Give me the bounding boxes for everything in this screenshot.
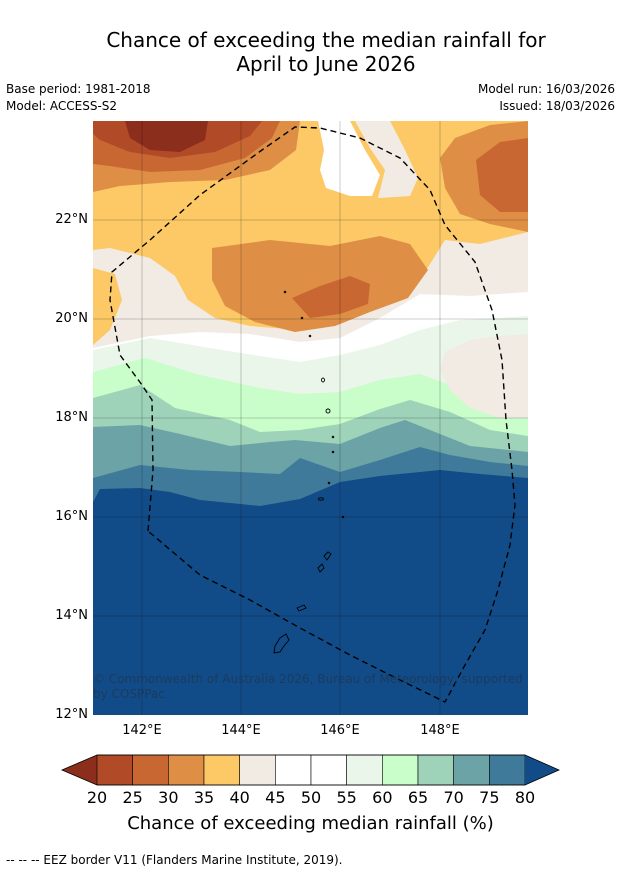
model-run: Model run: 16/03/2026 bbox=[477, 82, 615, 96]
colorbar-tick-20: 20 bbox=[86, 788, 108, 807]
colorbar-cell-20-25 bbox=[96, 754, 133, 786]
issued-date: Issued: 18/03/2026 bbox=[499, 99, 615, 113]
colorbar-tick-35: 35 bbox=[193, 788, 215, 807]
lat-label-22: 22°N bbox=[55, 212, 88, 227]
lon-label-142: 142°E bbox=[122, 723, 162, 738]
band-50-north bbox=[318, 121, 380, 196]
colorbar-extend-low bbox=[62, 755, 97, 785]
colorbar-tick-75: 75 bbox=[479, 788, 500, 807]
colorbar-cell-50-55 bbox=[310, 754, 347, 786]
colorbar bbox=[62, 754, 559, 786]
lat-label-18: 18°N bbox=[55, 410, 88, 425]
lat-label-14: 14°N bbox=[55, 608, 88, 623]
colorbar-tick-40: 40 bbox=[229, 788, 250, 807]
colorbar-tick-60: 60 bbox=[372, 788, 393, 807]
colorbar-cell-30-35 bbox=[168, 754, 205, 786]
colorbar-tick-65: 65 bbox=[407, 788, 429, 807]
colorbar-tick-30: 30 bbox=[158, 788, 179, 807]
base-period: Base period: 1981-2018 bbox=[6, 82, 151, 96]
meta-left: Base period: 1981-2018 Model: ACCESS-S2 bbox=[6, 81, 151, 115]
colorbar-cell-55-60 bbox=[346, 754, 383, 786]
lon-label-144: 144°E bbox=[221, 723, 261, 738]
colorbar-tick-70: 70 bbox=[443, 788, 464, 807]
lon-label-148: 148°E bbox=[420, 723, 460, 738]
band-30-ne bbox=[476, 138, 528, 212]
meta-right: Model run: 16/03/2026 Issued: 18/03/2026 bbox=[478, 81, 615, 115]
colorbar-tick-25: 25 bbox=[122, 788, 143, 807]
title-line-2: April to June 2026 bbox=[236, 52, 416, 76]
band-20 bbox=[125, 121, 208, 152]
colorbar-tick-55: 55 bbox=[336, 788, 357, 807]
colorbar-cell-70-75 bbox=[453, 754, 490, 786]
colorbar-cell-65-70 bbox=[417, 754, 454, 786]
band-45-east bbox=[440, 334, 528, 418]
colorbar-cell-35-40 bbox=[203, 754, 240, 786]
eez-border bbox=[109, 126, 516, 703]
colorbar-label: Chance of exceeding median rainfall (%) bbox=[127, 813, 494, 834]
lat-label-12: 12°N bbox=[55, 707, 88, 722]
lon-label-146: 146°E bbox=[320, 723, 360, 738]
colorbar-cell-25-30 bbox=[132, 754, 169, 786]
colorbar-cell-60-65 bbox=[382, 754, 419, 786]
model-name: Model: ACCESS-S2 bbox=[6, 99, 118, 113]
title-line-1: Chance of exceeding the median rainfall … bbox=[106, 28, 546, 52]
footnote: -- -- -- EEZ border V11 (Flanders Marine… bbox=[6, 853, 343, 867]
colorbar-tick-80: 80 bbox=[514, 788, 536, 807]
colorbar-cell-75-80 bbox=[489, 754, 526, 786]
copyright-notice: © Commonwealth of Australia 2026, Bureau… bbox=[93, 672, 523, 701]
colorbar-tick-45: 45 bbox=[265, 788, 286, 807]
band-30-centre bbox=[292, 276, 370, 318]
colorbar-tick-50: 50 bbox=[300, 788, 322, 807]
colorbar-extend-high bbox=[525, 755, 559, 785]
colorbar-cell-45-50 bbox=[275, 754, 312, 786]
chart-title: Chance of exceeding the median rainfall … bbox=[0, 28, 621, 76]
band-40-west bbox=[93, 268, 122, 345]
lat-label-16: 16°N bbox=[55, 509, 88, 524]
colorbar-cell-40-45 bbox=[239, 754, 276, 786]
graticule bbox=[93, 121, 528, 715]
lat-label-20: 20°N bbox=[55, 311, 88, 326]
band-45-north bbox=[355, 121, 418, 198]
band-55-patch bbox=[426, 324, 468, 346]
rainfall-map bbox=[93, 121, 528, 715]
coastlines bbox=[273, 290, 345, 654]
band-35-centre bbox=[212, 236, 428, 332]
colorbar-outline bbox=[60, 754, 560, 786]
